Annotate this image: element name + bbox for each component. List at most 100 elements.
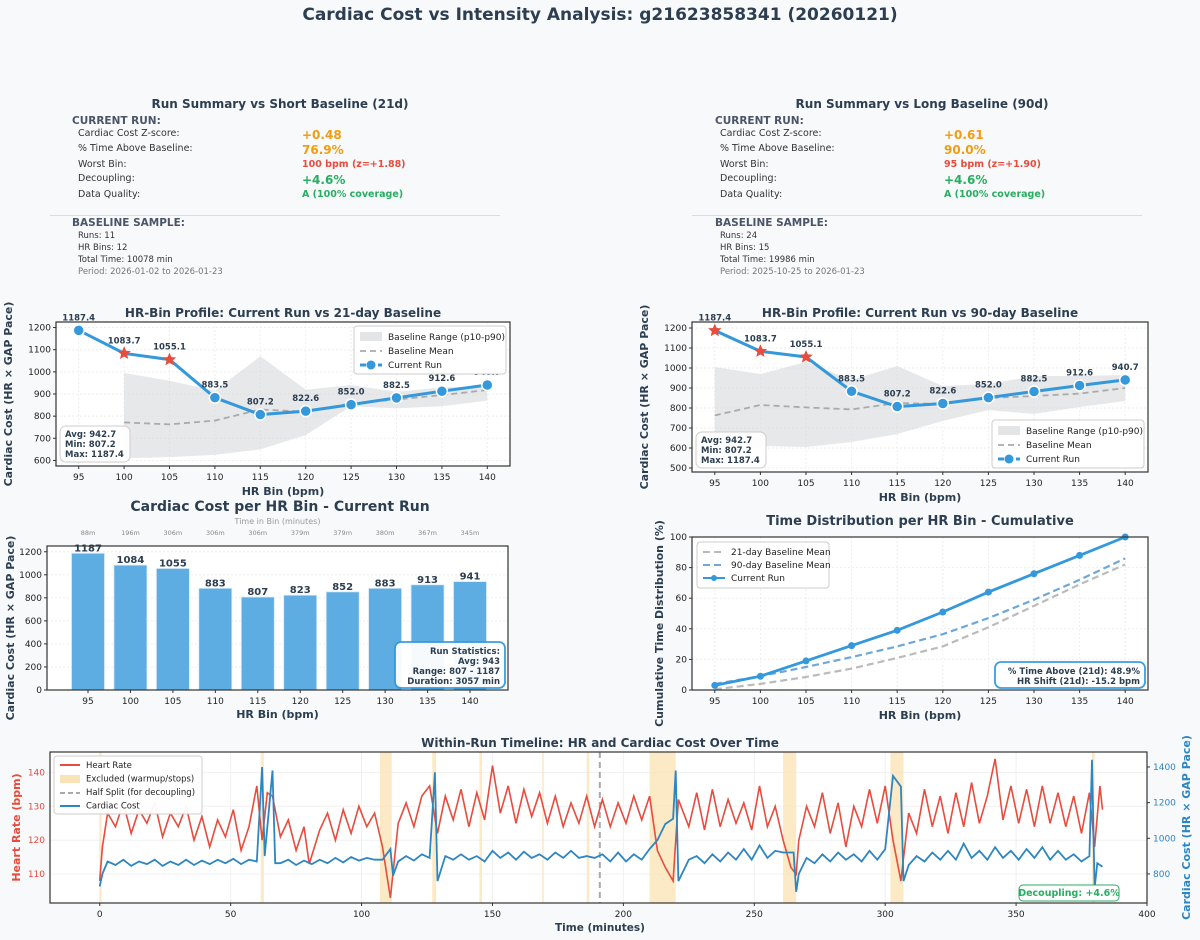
y-tick-label: 1100 <box>664 344 687 354</box>
stats-text: Avg: 942.7 <box>701 436 752 446</box>
flagged-bin-star <box>753 344 768 357</box>
x-tick-label: 110 <box>206 473 223 483</box>
flagged-bin-star <box>117 346 131 359</box>
x-axis-label: HR Bin (bpm) <box>879 709 962 722</box>
legend-label: Baseline Range (p10-p90) <box>1026 427 1143 437</box>
y-axis-label: Cardiac Cost (HR × GAP Pace) <box>1180 735 1193 920</box>
chart-title: HR-Bin Profile: Current Run vs 90-day Ba… <box>762 306 1078 320</box>
secondary-x-axis-label: Time in Bin (minutes) <box>234 517 321 526</box>
summary-title: Run Summary vs Long Baseline (90d) <box>795 97 1049 111</box>
data-label: 883.5 <box>201 381 228 391</box>
x-tick-label: 140 <box>1117 697 1134 707</box>
x-tick-label: 135 <box>1071 479 1088 489</box>
current-run-point <box>72 324 85 337</box>
baseline-heading: BASELINE SAMPLE: <box>715 217 828 229</box>
annotation-box <box>994 661 1146 689</box>
stats-text: Max: 1187.4 <box>701 456 760 466</box>
x-tick-label: 105 <box>164 697 181 707</box>
annotation-text: % Time Above (21d): 48.9% <box>1008 667 1141 677</box>
summary-label: Decoupling: <box>78 173 135 184</box>
x-tick-label: 100 <box>752 479 769 489</box>
x-tick-label: 300 <box>877 910 894 920</box>
legend-swatch-excluded <box>60 775 80 783</box>
data-label: 882.5 <box>1021 375 1048 385</box>
time-in-bin-label: 379m <box>291 529 310 537</box>
summary-value: +4.6% <box>302 173 346 187</box>
y-tick-label: 600 <box>25 617 42 627</box>
legend-box <box>353 325 507 375</box>
excluded-region <box>479 752 482 903</box>
x-tick-label: 110 <box>207 697 224 707</box>
baseline-mean-line <box>714 387 1126 417</box>
series-point <box>711 681 719 689</box>
chart-title: HR-Bin Profile: Current Run vs 21-day Ba… <box>125 306 441 320</box>
data-label: 882.5 <box>383 381 410 391</box>
x-tick-label: 135 <box>419 697 436 707</box>
summary-value: +0.61 <box>944 128 984 142</box>
current-run-point <box>1073 379 1086 392</box>
time-in-bin-label: 367m <box>418 529 437 537</box>
stats-text: Range: 807 - 1187 <box>413 667 500 677</box>
summary-value: 90.0% <box>944 143 986 157</box>
data-label: 1187.4 <box>698 314 731 324</box>
bar <box>113 564 148 691</box>
y-tick-label: 20 <box>676 655 688 665</box>
x-tick-label: 100 <box>353 910 370 920</box>
y-tick-label-right: 1200 <box>1153 799 1176 809</box>
current-run-point <box>845 385 858 398</box>
y-axis-label: Cardiac Cost (HR × GAP Pace) <box>2 302 15 487</box>
bar-value-label: 1187 <box>74 543 102 554</box>
baseline-runs: Runs: 11 <box>78 231 116 241</box>
divider <box>50 215 500 216</box>
legend-label: Current Run <box>388 361 442 371</box>
x-tick-label: 95 <box>82 697 93 707</box>
data-label: 852.0 <box>975 381 1002 391</box>
current-run-point <box>982 391 995 404</box>
data-label: 807.2 <box>247 398 274 408</box>
x-tick-label: 95 <box>709 697 720 707</box>
baseline-time: Total Time: 19986 min <box>720 255 815 265</box>
current-run-point <box>299 404 312 418</box>
bar <box>155 568 190 691</box>
baseline-period: Period: 2026-01-02 to 2026-01-23 <box>78 267 223 277</box>
x-tick-label: 140 <box>461 697 478 707</box>
current-run-point <box>1027 385 1041 398</box>
series-point <box>1030 570 1038 578</box>
time-in-bin-label: 306m <box>248 529 267 537</box>
summary-label: Decoupling: <box>720 173 777 184</box>
x-tick-label: 95 <box>709 479 720 489</box>
y-tick-label: 900 <box>670 384 687 394</box>
x-tick-label: 120 <box>934 697 951 707</box>
current-run-line <box>78 328 488 417</box>
current-run-point <box>390 391 403 405</box>
x-tick-label: 100 <box>122 697 139 707</box>
time-in-bin-label: 379m <box>333 529 352 537</box>
y-axis-label: Heart Rate (bpm) <box>10 773 23 881</box>
y-axis-label: Cumulative Time Distribution (%) <box>653 520 666 727</box>
bar-value-label: 852 <box>332 582 353 593</box>
time-in-bin-label: 380m <box>376 529 395 537</box>
excluded-region <box>99 752 102 903</box>
x-tick-label: 120 <box>934 479 951 489</box>
y-tick-label: 600 <box>670 444 687 454</box>
baseline-heading: BASELINE SAMPLE: <box>72 217 185 229</box>
current-run-point <box>481 378 494 392</box>
series-line-0 <box>714 563 1126 691</box>
summary-value: +0.48 <box>302 128 342 142</box>
y-tick-label: 900 <box>34 390 51 400</box>
x-tick-label: 400 <box>1138 910 1155 920</box>
x-tick-label: 110 <box>843 697 860 707</box>
legend-swatch-band <box>360 332 382 341</box>
y-axis-label: Cardiac Cost (HR × GAP Pace) <box>4 536 17 721</box>
x-tick-label: 130 <box>388 473 405 483</box>
data-label: 1083.7 <box>108 336 141 346</box>
y-axis-label: Cardiac Cost (HR × GAP Pace) <box>638 305 651 490</box>
data-label: 912.6 <box>428 374 455 384</box>
x-tick-label: 125 <box>980 697 997 707</box>
data-label: 852.0 <box>338 388 365 398</box>
y-tick-label: 40 <box>676 625 688 635</box>
series-point <box>893 626 901 634</box>
excluded-region <box>586 752 590 903</box>
legend-label: Excluded (warmup/stops) <box>86 775 194 785</box>
y-tick-label: 800 <box>34 412 51 422</box>
